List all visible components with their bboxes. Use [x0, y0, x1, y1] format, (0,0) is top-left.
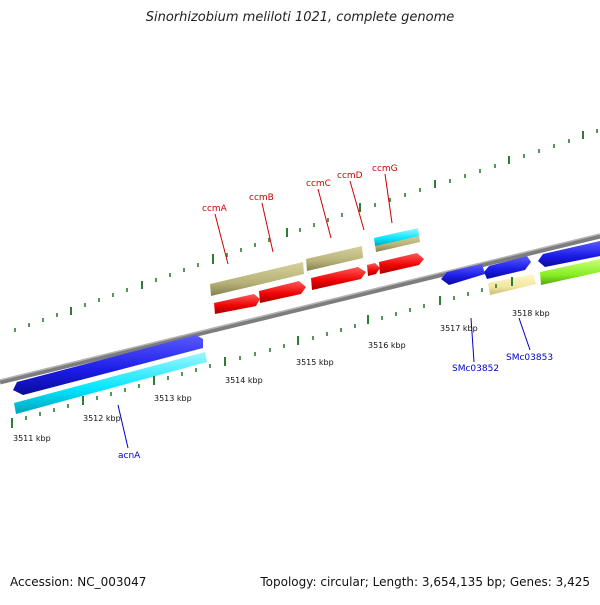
scale-label: 3511 kbp [13, 434, 51, 443]
gene-label-SMc03852[interactable]: SMc03852 [452, 364, 499, 374]
feature-ccmB[interactable] [259, 281, 306, 303]
gene-label-leaders [117, 173, 531, 449]
gene-label-ccmA[interactable]: ccmA [202, 204, 228, 214]
feature-right-blue[interactable] [538, 241, 600, 267]
feature-ccmE[interactable] [379, 253, 424, 274]
feature-acnA[interactable] [14, 352, 207, 414]
feature-SMc03852[interactable] [441, 264, 485, 285]
scale-label: 3512 kbp [83, 414, 121, 423]
gene-label-acnA[interactable]: acnA [118, 451, 141, 461]
feature-ccmG-cyan[interactable] [374, 228, 419, 246]
genome-backbone [0, 233, 600, 385]
feature-ccmA-backing[interactable] [210, 262, 304, 296]
gene-label-ccmG[interactable]: ccmG [372, 164, 398, 174]
feature-ccmA[interactable] [214, 294, 260, 314]
scale-labels: 3511 kbp 3512 kbp 3513 kbp 3514 kbp 3515… [13, 309, 550, 443]
scale-label: 3518 kbp [512, 309, 550, 318]
upper-tick-ruler [14, 129, 598, 332]
feature-SMc03853-blue[interactable] [484, 256, 531, 279]
genome-summary-text: Topology: circular; Length: 3,654,135 bp… [260, 575, 590, 589]
feature-ccmD[interactable] [367, 263, 380, 276]
feature-right-lime[interactable] [540, 259, 600, 285]
gene-label-ccmC[interactable]: ccmC [306, 179, 331, 189]
gene-labels: ccmA ccmB ccmC ccmD ccmG acnA SMc03852 S… [118, 164, 553, 461]
scale-label: 3516 kbp [368, 341, 406, 350]
feature-ccmC[interactable] [311, 267, 366, 290]
gene-label-SMc03853[interactable]: SMc03853 [506, 353, 553, 363]
map-title: Sinorhizobium meliloti 1021, complete ge… [145, 10, 455, 25]
scale-label: 3515 kbp [296, 358, 334, 367]
scale-label: 3513 kbp [154, 394, 192, 403]
accession-text: Accession: NC_003047 [10, 575, 147, 589]
gene-label-ccmB[interactable]: ccmB [249, 193, 274, 203]
scale-label: 3514 kbp [225, 376, 263, 385]
lower-strand-features [13, 241, 600, 414]
lower-tick-ruler [11, 277, 513, 428]
feature-ccmC-backing[interactable] [306, 246, 363, 271]
feature-acnA-upper[interactable] [13, 335, 203, 395]
gene-label-ccmD[interactable]: ccmD [337, 171, 363, 181]
feature-ccmG-backing[interactable] [375, 234, 420, 252]
upper-strand-features [210, 228, 424, 314]
scale-label: 3517 kbp [440, 324, 478, 333]
